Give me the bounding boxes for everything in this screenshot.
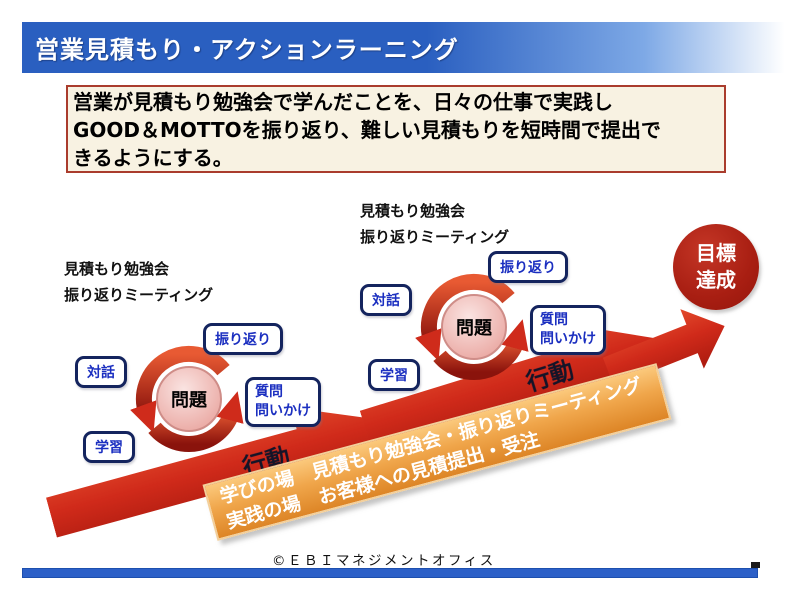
cycle2-header-line-2: 振り返りミーティング xyxy=(360,228,510,246)
cycle1-header: 見積もり勉強会 振り返りミーティング xyxy=(64,256,213,308)
slide-title: 営業見積もり・アクションラーニング xyxy=(35,36,459,64)
cycle1-header-line-1: 見積もり勉強会 xyxy=(64,260,170,278)
cycle2-label-question: 質問 問いかけ xyxy=(530,305,606,355)
objective-line-3: きるようにする。 xyxy=(73,146,233,170)
cycle1-label-question-line-1: 質問 xyxy=(255,384,283,400)
cycle2-header-line-1: 見積もり勉強会 xyxy=(360,202,466,220)
objective-line-1: 営業が見積もり勉強会で学んだことを、日々の仕事で実践し xyxy=(73,90,613,114)
copyright-text: ©ＥＢＩマネジメントオフィス xyxy=(272,553,496,569)
cycle-arrows-icon xyxy=(415,273,529,381)
cycle1-problem-label: 問題 xyxy=(171,390,207,411)
goal-circle: 目標 達成 xyxy=(673,224,759,310)
cycle2-label-question-line-2: 問いかけ xyxy=(540,331,596,347)
cycle2-header: 見積もり勉強会 振り返りミーティング xyxy=(360,198,509,250)
title-bar: 営業見積もり・アクションラーニング xyxy=(22,22,800,73)
objective-box: 営業が見積もり勉強会で学んだことを、日々の仕事で実践し GOOD＆MOTTOを振… xyxy=(66,85,726,173)
objective-line-2: GOOD＆MOTTOを振り返り、難しい見積もりを短時間で提出で xyxy=(73,118,661,142)
cycle1-label-question-line-2: 問いかけ xyxy=(255,403,311,419)
goal-line-1: 目標 xyxy=(696,241,736,265)
cycle-arrows-icon xyxy=(130,345,244,453)
cycle2-diagram: 問題 振り返り 対話 質問 問いかけ 学習 xyxy=(355,248,606,400)
cycle2-problem-label: 問題 xyxy=(456,318,492,339)
cycle2-label-question-line-1: 質問 xyxy=(540,312,568,328)
cycle1-header-line-2: 振り返りミーティング xyxy=(64,286,214,304)
cycle2-label-dialogue: 対話 xyxy=(360,284,412,316)
cycle1-label-reflection: 振り返り xyxy=(203,323,283,355)
cycle1-label-question: 質問 問いかけ xyxy=(245,377,321,427)
cycle1-label-learning: 学習 xyxy=(83,431,135,463)
page-number-fragment xyxy=(751,562,760,568)
bottom-accent-bar xyxy=(22,568,758,578)
cycle1-diagram: 問題 振り返り 対話 質問 問いかけ 学習 xyxy=(70,320,321,472)
cycle2-label-learning: 学習 xyxy=(368,359,420,391)
cycle1-label-dialogue: 対話 xyxy=(75,356,127,388)
cycle2-label-reflection: 振り返り xyxy=(488,251,568,283)
goal-line-2: 達成 xyxy=(696,268,736,292)
